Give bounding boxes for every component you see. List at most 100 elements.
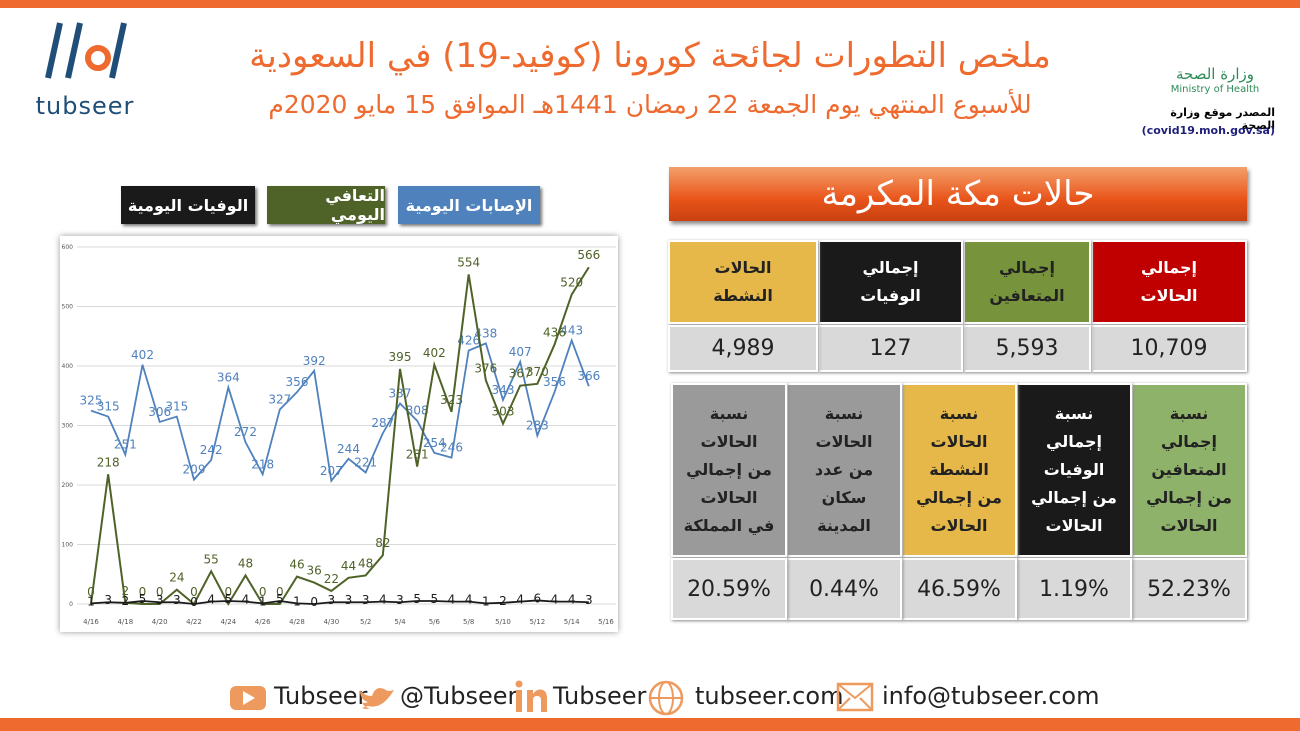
data-label: 4: [568, 593, 576, 607]
data-label: 520: [560, 276, 583, 290]
data-label: 4: [448, 593, 456, 607]
data-label: 48: [238, 556, 253, 570]
x-tick-label: 4/26: [255, 618, 271, 626]
total-value: 10,709: [1091, 325, 1247, 372]
data-label: 0: [139, 585, 147, 599]
data-label: 55: [204, 552, 219, 566]
ratio-value: 20.59%: [671, 558, 787, 620]
x-tick-label: 4/28: [289, 618, 305, 626]
region-banner: حالات مكة المكرمة: [669, 167, 1247, 221]
data-label: 395: [389, 350, 412, 364]
data-label: 356: [286, 375, 309, 389]
data-label: 1: [259, 594, 267, 608]
data-label: 356: [543, 375, 566, 389]
youtube: Tubseer: [274, 682, 368, 710]
y-tick-label: 600: [62, 244, 74, 251]
data-label: 3: [345, 593, 353, 607]
data-label: 306: [148, 405, 171, 419]
data-label: 443: [560, 323, 583, 337]
logo-text: tubseer: [35, 92, 135, 120]
data-label: 218: [97, 455, 120, 469]
data-label: 407: [509, 345, 532, 359]
x-tick-label: 4/22: [186, 618, 202, 626]
ratio-label: نسبة إجمالي الوفيات من إجمالي الحالات: [1016, 383, 1132, 557]
data-label: 343: [492, 383, 515, 397]
data-label: 244: [337, 442, 360, 456]
data-label: 46: [289, 558, 304, 572]
legend-item: الوفيات اليومية: [121, 186, 255, 224]
total-label: الحالات النشطة: [668, 240, 818, 324]
data-label: 242: [200, 443, 223, 457]
y-tick-label: 400: [62, 363, 74, 370]
source: المصدر موقع وزارة الصحة: [1170, 106, 1275, 132]
data-label: 2: [122, 594, 130, 608]
data-label: 246: [440, 441, 463, 455]
y-tick-label: 500: [62, 304, 74, 311]
subtitle: للأسبوع المنتهي يوم الجمعة 22 رمضان 1441…: [268, 90, 1032, 119]
data-label: 0: [190, 595, 198, 609]
data-label: 5: [139, 592, 147, 606]
data-label: 3: [173, 593, 181, 607]
total-value: 127: [818, 325, 963, 372]
data-label: 251: [114, 438, 137, 452]
data-label: 1: [293, 594, 301, 608]
data-label: 402: [131, 348, 154, 362]
x-tick-label: 5/12: [529, 618, 545, 626]
data-label: 272: [234, 425, 257, 439]
ratio-label: نسبة الحالات من عدد سكان المدينة: [786, 383, 902, 557]
y-tick-label: 100: [62, 542, 74, 549]
ratio-value: 46.59%: [901, 558, 1017, 620]
x-tick-label: 5/10: [495, 618, 511, 626]
data-label: 426: [457, 334, 480, 348]
y-tick-label: 0: [69, 601, 73, 608]
data-label: 4: [207, 593, 215, 607]
x-tick-label: 5/2: [360, 618, 371, 626]
data-label: 44: [341, 559, 356, 573]
data-label: 0: [87, 585, 95, 599]
data-label: 3: [585, 593, 593, 607]
data-label: 4: [242, 593, 250, 607]
ratio-label: نسبة الحالات النشطة من إجمالي الحالات: [901, 383, 1017, 557]
data-label: 2: [122, 584, 130, 598]
logo-icon: [45, 22, 127, 79]
data-label: 48: [358, 556, 373, 570]
data-label: 1: [482, 594, 490, 608]
data-label: 287: [371, 416, 394, 430]
bottom-bar: [0, 718, 1300, 731]
x-tick-label: 5/14: [564, 618, 580, 626]
data-label: 392: [303, 354, 326, 368]
data-label: 22: [324, 572, 339, 586]
data-label: 554: [457, 255, 480, 269]
x-tick-label: 4/16: [83, 618, 99, 626]
data-label: 0: [156, 585, 164, 599]
title: ملخص التطورات لجائحة كورونا (كوفيد-19) ف…: [249, 36, 1051, 76]
total-label: إجمالي المتعافين: [963, 240, 1091, 324]
ratio-label: نسبة الحالات من إجمالي الحالات في المملك…: [671, 383, 787, 557]
series-line: [90, 266, 590, 607]
data-label: 4: [516, 593, 524, 607]
data-label: 209: [183, 463, 206, 477]
x-tick-label: 5/8: [463, 618, 474, 626]
data-label: 1: [87, 594, 95, 608]
data-label: 436: [543, 326, 566, 340]
data-label: 3: [362, 593, 370, 607]
data-label: 3: [396, 593, 404, 607]
data-label: 4: [465, 593, 473, 607]
data-label: 315: [165, 400, 188, 414]
data-label: 218: [251, 457, 274, 471]
x-tick-label: 4/24: [220, 618, 236, 626]
data-label: 5: [225, 592, 233, 606]
total-label: إجمالي الوفيات: [818, 240, 963, 324]
data-label: 327: [268, 392, 291, 406]
data-label: 231: [406, 448, 429, 462]
x-tick-label: 5/16: [598, 618, 614, 626]
data-label: 3: [104, 593, 112, 607]
data-label: 4: [379, 593, 387, 607]
footer-icons: [230, 680, 874, 716]
top-bar: [0, 0, 1300, 8]
y-tick-label: 300: [62, 423, 74, 430]
data-label: 0: [190, 585, 198, 599]
data-label: 221: [354, 456, 377, 470]
data-label: 36: [307, 564, 322, 578]
